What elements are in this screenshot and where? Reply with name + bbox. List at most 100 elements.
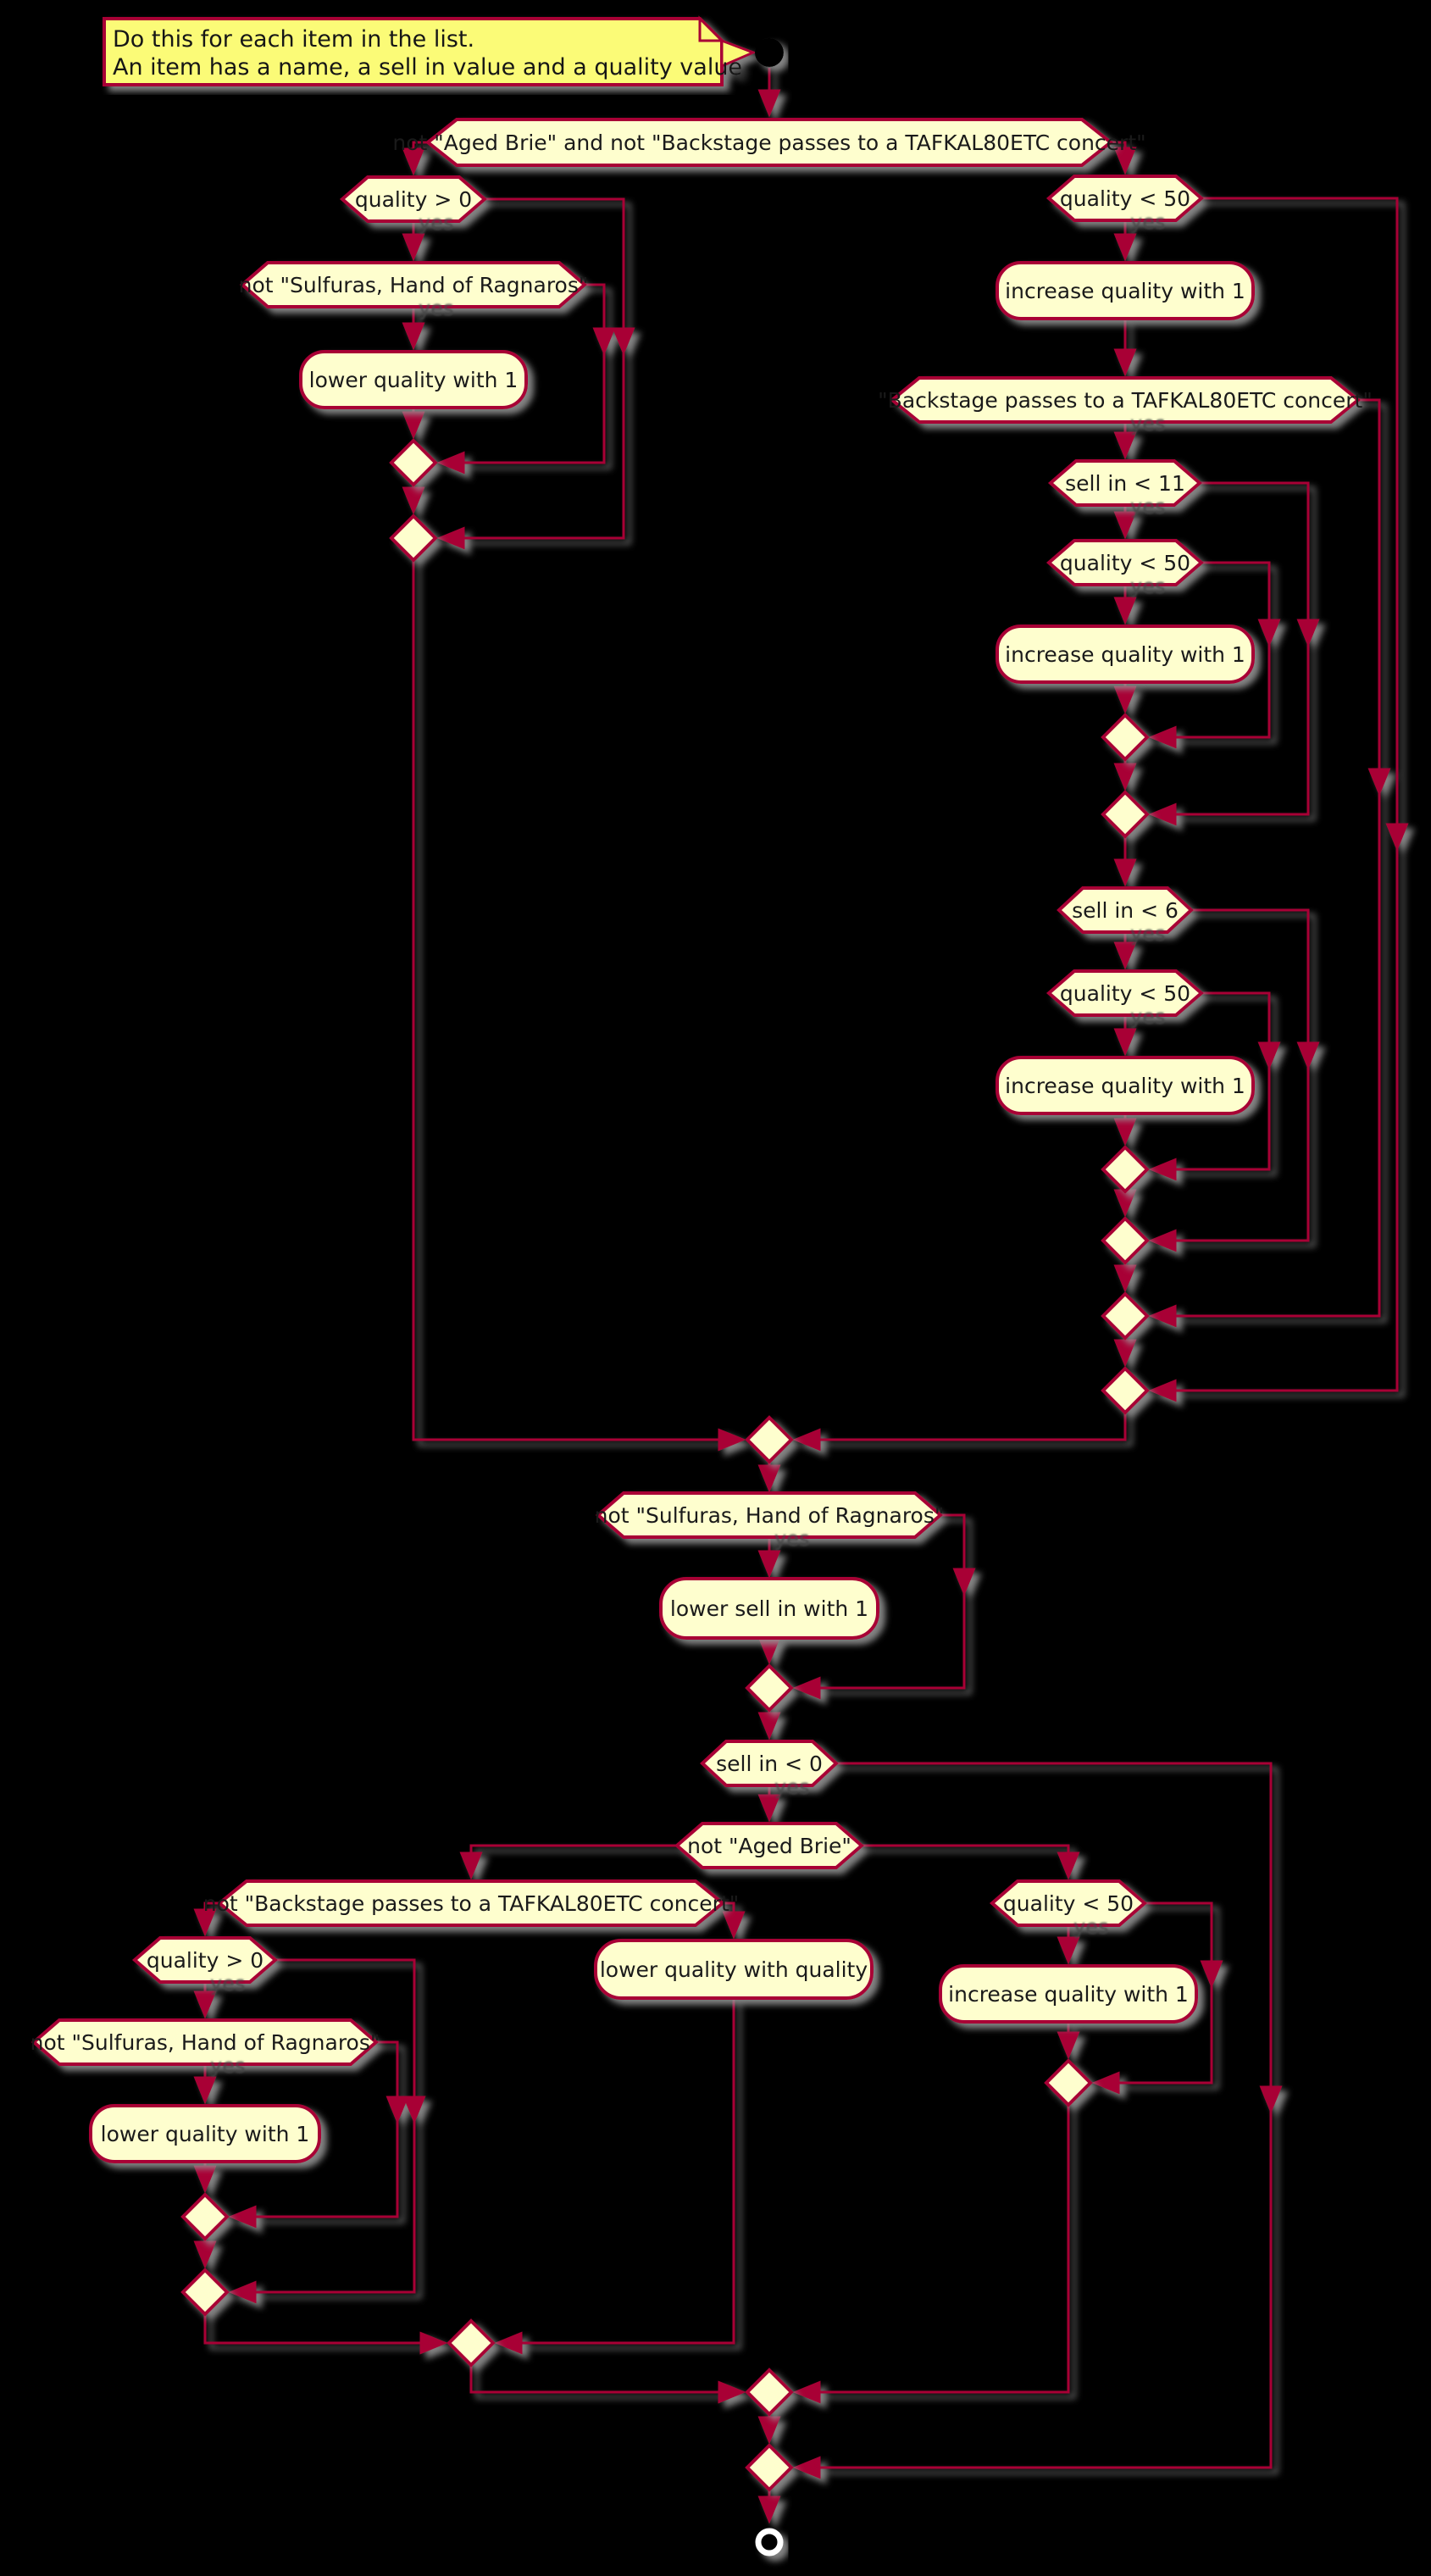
merge-diamond-F [1101, 1366, 1150, 1415]
connectors [193, 68, 1409, 2524]
edge-sellin6-no-1 [1191, 908, 1320, 1070]
condition-quality-lt50-a-label: quality < 50 [1060, 186, 1190, 211]
edge-backstage-no-2 [1148, 792, 1381, 1328]
branch-label-yes-not-sulfuras-c: yes [210, 2054, 245, 2078]
activity-lower-quality-b-label: lower quality with 1 [101, 2122, 310, 2146]
branch-label-yes-sellin-lt6: yes [1130, 922, 1165, 946]
edge-not-sulfuras-c-no-1 [376, 2040, 409, 2124]
condition-not-sulfuras-b-label: not "Sulfuras, Hand of Ragnaros" [595, 1503, 945, 1528]
condition-not-backstage [216, 1879, 726, 1927]
branch-label-yes-quality-gt0-b: yes [210, 1972, 245, 1996]
merge-diamond-C [1101, 1145, 1150, 1194]
condition-quality-lt50-c [1046, 969, 1205, 1017]
condition-quality-lt50-d [989, 1879, 1148, 1927]
terminals [755, 38, 784, 2557]
edge-quality-lt50-c-no-1 [1201, 991, 1281, 1070]
edge-not-sulfuras-b-no-2 [792, 1592, 966, 1700]
merge-diamond-E [1101, 1291, 1150, 1341]
condition-backstage [889, 376, 1362, 424]
merge-diamond-2 [389, 514, 438, 563]
condition-quality-lt50-d-label: quality < 50 [1003, 1891, 1134, 1916]
condition-not-sulfuras-a [239, 261, 588, 308]
branch-label-yes-quality-lt50-b: yes [1130, 575, 1165, 598]
condition-quality-gt0-a [339, 175, 488, 223]
condition-sellin-lt11 [1047, 459, 1203, 507]
condition-not-backstage-label: not "Backstage passes to a TAFKAL80ETC c… [203, 1891, 740, 1916]
edge-quality-gt0-b-no-1 [275, 1958, 426, 2124]
edge-main-yes [402, 141, 428, 176]
branch-label-yes-sellin-lt0: yes [774, 1775, 809, 1799]
edge-not-sulfuras-a-no-2 [436, 352, 606, 475]
edge-quality-lt50-d-no-2 [1091, 1985, 1213, 2095]
edge-quality-gt0-a-no-2 [436, 352, 625, 550]
edge-quality-lt50-a-no-2 [1148, 847, 1399, 1402]
activity-increase-quality-d-label: increase quality with 1 [948, 1982, 1189, 2007]
condition-sellin-lt0 [700, 1740, 839, 1787]
condition-not-aged-brie-label: not "Aged Brie" [687, 1834, 851, 1858]
condition-not-aged-brie [674, 1822, 865, 1869]
activity-increase-quality-a-label: increase quality with 1 [1005, 279, 1245, 303]
edge-quality-lt50-a-no-1 [1201, 197, 1409, 852]
merge-diamond-5 [745, 2443, 794, 2492]
merge-diamond-4 [745, 2368, 794, 2417]
merge-diamond-main [745, 1415, 794, 1464]
condition-quality-gt0-b [131, 1936, 279, 1984]
merge-diamond-J [1044, 2058, 1093, 2107]
activity-increase-quality-c [996, 1056, 1255, 1115]
edge-quality-lt50-b-no-1 [1201, 561, 1281, 647]
edge-d2-merge [412, 560, 746, 1452]
condition-backstage-label: "Backstage passes to a TAFKAL80ETC conce… [878, 388, 1373, 413]
condition-quality-lt50-b-label: quality < 50 [1060, 551, 1190, 575]
activity-increase-quality-b [996, 625, 1255, 684]
note-line-1: Do this for each item in the list. [113, 26, 474, 53]
edge-main-no [1111, 141, 1137, 175]
condition-not-sulfuras-c [31, 2018, 380, 2066]
branch-label-yes-not-sulfuras-a: yes [419, 297, 453, 320]
condition-sellin-lt0-label: sell in < 0 [716, 1752, 823, 1776]
condition-quality-gt0-b-label: quality > 0 [147, 1948, 263, 1973]
activity-lower-sellin-label: lower sell in with 1 [670, 1596, 868, 1621]
edge-dI-d3 [203, 2314, 448, 2355]
condition-quality-lt50-c-label: quality < 50 [1060, 981, 1190, 1006]
edge-not-sulfuras-a-no-1 [585, 283, 616, 356]
note-fold-icon [698, 15, 725, 42]
condition-main-label: not "Aged Brie" and not "Backstage passe… [392, 130, 1145, 155]
edge-lower-quality-quality-out [494, 1998, 735, 2355]
condition-main [424, 118, 1114, 167]
branch-label-yes-quality-lt50-d: yes [1073, 1915, 1108, 1939]
activity-lower-quality-b [89, 2104, 321, 2163]
condition-quality-lt50-b [1046, 539, 1205, 586]
edge-not-sulfuras-c-no-2 [228, 2120, 399, 2229]
branch-label-yes-quality-lt50-c: yes [1130, 1005, 1165, 1029]
edge-sellin0-no-1 [836, 1762, 1283, 2114]
activity-increase-quality-d [939, 1964, 1198, 2024]
edge-quality-lt50-c-no-2 [1148, 1066, 1271, 1181]
merge-diamond-B [1101, 790, 1150, 839]
end-node-icon [755, 2528, 784, 2557]
branch-labels: yes yes yes yes yes yes yes yes yes yes … [210, 210, 1165, 2078]
edge-sellin11-no-1 [1200, 481, 1320, 647]
condition-sellin-lt6-label: sell in < 6 [1072, 898, 1179, 923]
edge-quality-lt50-b-no-2 [1148, 643, 1271, 749]
edge-sellin11-no-2 [1148, 643, 1310, 826]
note: Do this for each item in the list. An it… [103, 15, 757, 86]
branch-label-yes-backstage: yes [1130, 412, 1165, 436]
edge-not-aged-brie-no [862, 1844, 1080, 1880]
edge-sellin6-no-2 [1148, 1066, 1310, 1252]
merge-diamond-I [180, 2268, 230, 2317]
edge-not-sulfuras-b-no-1 [940, 1513, 976, 1596]
branch-label-yes-quality-lt50-a: yes [1130, 210, 1165, 234]
activity-lower-quality-a-label: lower quality with 1 [309, 368, 519, 392]
branch-label-yes-quality-gt0-a: yes [419, 211, 453, 235]
condition-sellin-lt6 [1057, 886, 1194, 934]
edge-dJ-d4 [792, 2105, 1070, 2404]
edge-sellin0-no-2 [792, 2110, 1273, 2479]
edge-quality-gt0-a-no-1 [485, 197, 635, 356]
edge-dF-merge [792, 1413, 1127, 1452]
condition-quality-lt50-a [1046, 175, 1205, 222]
edge-not-aged-brie-yes [459, 1844, 677, 1880]
condition-not-sulfuras-a-label: not "Sulfuras, Hand of Ragnaros" [239, 273, 589, 297]
activity-lower-sellin [659, 1577, 879, 1640]
